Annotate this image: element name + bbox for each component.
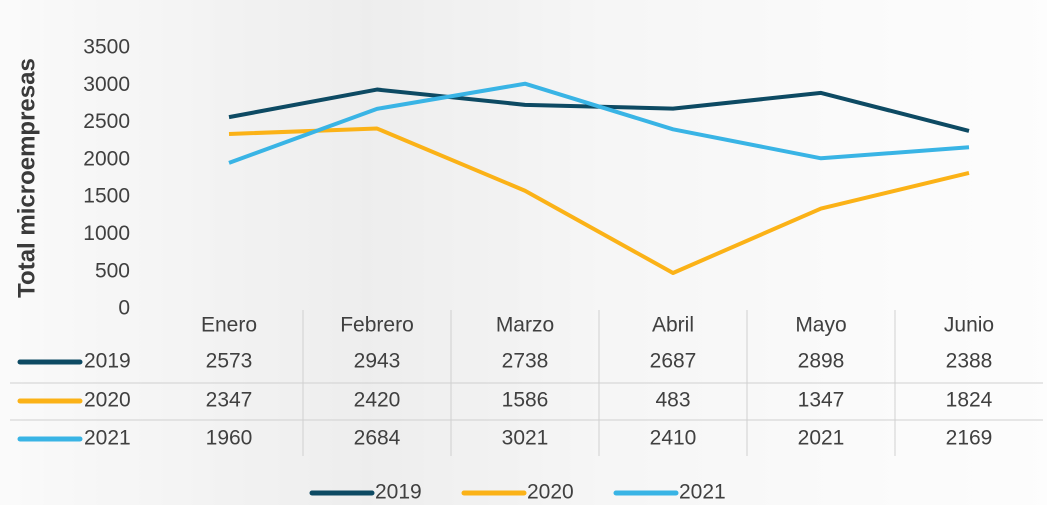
table-cell: 2021 (798, 427, 845, 450)
table-cell: 2169 (946, 427, 993, 450)
table-cell: 1586 (502, 389, 549, 412)
y-tick-label: 3500 (83, 36, 130, 59)
x-tick-label: Mayo (795, 314, 846, 337)
table-series-name: 2020 (84, 389, 131, 412)
table-cell: 1960 (206, 427, 253, 450)
table-cell: 2943 (354, 350, 401, 373)
table-cell: 2388 (946, 350, 993, 373)
x-tick-label: Abril (652, 314, 694, 337)
x-tick-label: Febrero (340, 314, 414, 337)
table-cell: 2738 (502, 350, 549, 373)
table-cell: 483 (655, 389, 690, 412)
x-tick-label: Marzo (496, 314, 554, 337)
y-tick-label: 500 (95, 259, 130, 282)
table-cell: 2687 (650, 350, 697, 373)
table-cell: 2347 (206, 389, 253, 412)
table-cell: 2684 (354, 427, 401, 450)
table-series-name: 2021 (84, 427, 131, 450)
y-tick-label: 1500 (83, 185, 130, 208)
table-cell: 2573 (206, 350, 253, 373)
y-tick-label: 0 (118, 297, 130, 320)
legend-label: 2020 (527, 481, 574, 504)
y-axis-label: Total microempresas (13, 58, 40, 298)
data-table (10, 382, 1043, 421)
table-series-name: 2019 (84, 350, 131, 373)
table-cell: 2410 (650, 427, 697, 450)
legend-label: 2019 (375, 481, 422, 504)
table-cell: 1347 (798, 389, 845, 412)
x-tick-label: Enero (201, 314, 257, 337)
table-cell: 2420 (354, 389, 401, 412)
legend-label: 2021 (679, 481, 726, 504)
series-line (228, 81, 970, 165)
y-tick-label: 1000 (83, 222, 130, 245)
y-tick-label: 2000 (83, 147, 130, 170)
y-tick-label: 2500 (83, 110, 130, 133)
table-cell: 1824 (946, 389, 993, 412)
x-tick-label: Junio (944, 314, 994, 337)
y-tick-label: 3000 (83, 73, 130, 96)
series-line (228, 126, 970, 275)
table-cell: 3021 (502, 427, 549, 450)
table-cell: 2898 (798, 350, 845, 373)
